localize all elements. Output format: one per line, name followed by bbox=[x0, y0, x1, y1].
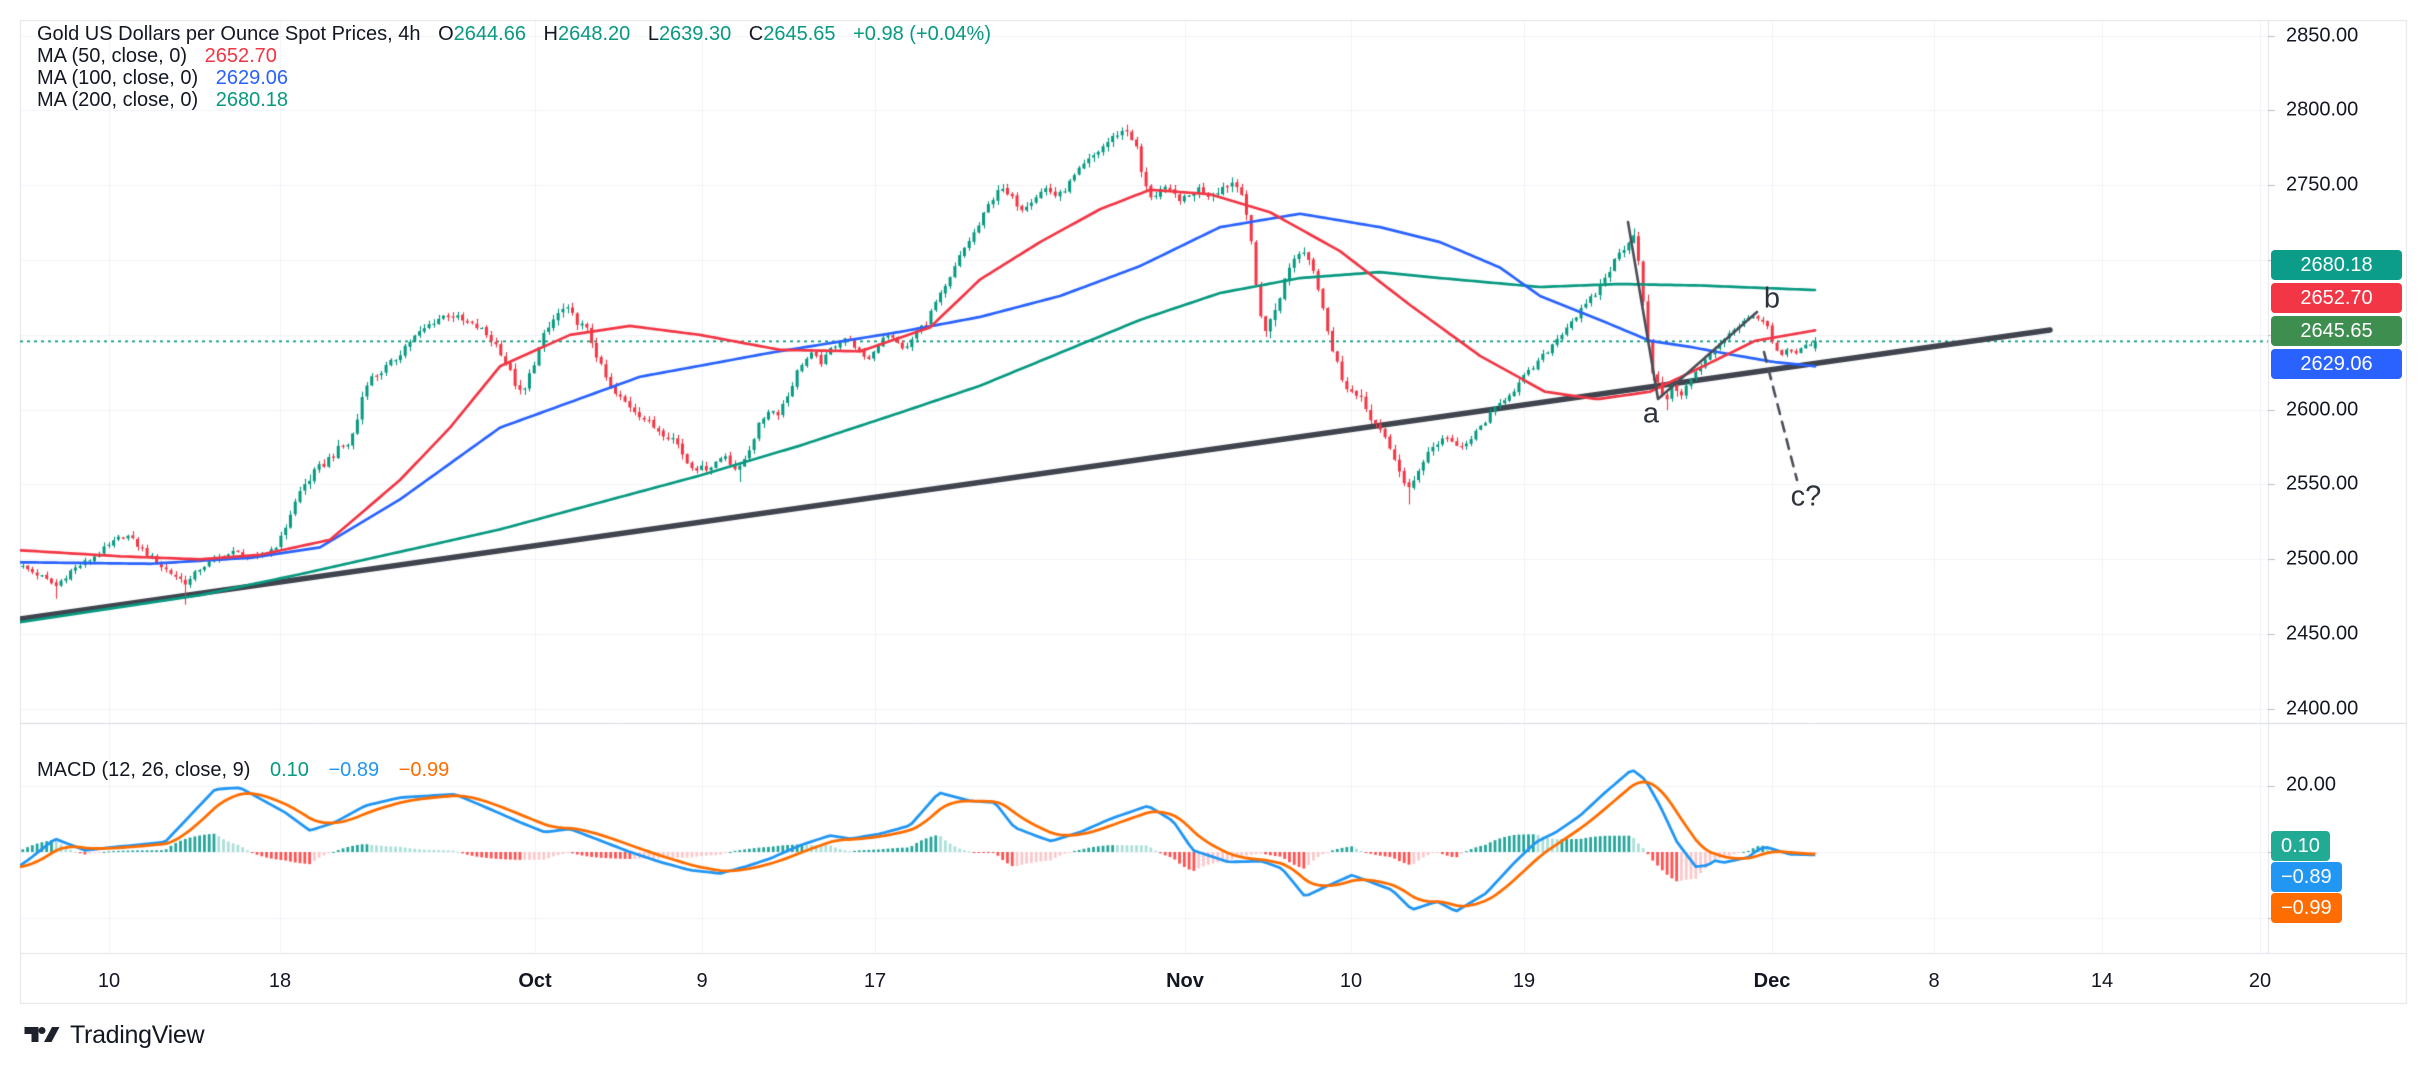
macd-signal-badge: −0.99 bbox=[2271, 893, 2342, 923]
ma100-badge: 2629.06 bbox=[2271, 349, 2402, 379]
time-axis-label: 20 bbox=[2248, 970, 2272, 992]
macd-signal-value: −0.99 bbox=[398, 759, 450, 781]
time-axis-label: 17 bbox=[863, 970, 887, 992]
time-axis-label: 10 bbox=[97, 970, 121, 992]
time-axis-label: Dec bbox=[1753, 970, 1791, 992]
open-value: 2644.66 bbox=[453, 23, 526, 45]
macd-line-badge: −0.89 bbox=[2271, 862, 2342, 892]
indicator-row-macd[interactable]: MACD (12, 26, close, 9) 0.10 −0.89 −0.99 bbox=[37, 759, 449, 782]
close-label: C bbox=[748, 23, 764, 45]
macd-hist-value: 0.10 bbox=[269, 759, 309, 781]
time-axis-label: 19 bbox=[1512, 970, 1536, 992]
tradingview-logo[interactable]: TradingView bbox=[24, 1021, 205, 1050]
ma100-value: 2629.06 bbox=[215, 67, 289, 89]
close-badge: 2645.65 bbox=[2271, 316, 2402, 346]
time-axis-label: 14 bbox=[2090, 970, 2114, 992]
price-axis-label: 2600.00 bbox=[2286, 398, 2359, 421]
macd-hist-badge: 0.10 bbox=[2271, 831, 2330, 861]
time-axis-label: 10 bbox=[1339, 970, 1363, 992]
price-axis-label: 2850.00 bbox=[2286, 24, 2359, 47]
open-label: O bbox=[438, 23, 454, 45]
high-label: H bbox=[543, 23, 558, 45]
indicator-row-ma100[interactable]: MA (100, close, 0) 2629.06 bbox=[37, 67, 991, 89]
symbol-row[interactable]: Gold US Dollars per Ounce Spot Prices, 4… bbox=[37, 23, 991, 45]
ma50-label: MA (50, close, 0) bbox=[37, 45, 188, 67]
time-axis-label: Nov bbox=[1166, 970, 1204, 992]
annotation-a: a bbox=[1642, 397, 1660, 430]
tradingview-logo-text: TradingView bbox=[70, 1021, 205, 1049]
macd-axis-label: 20.00 bbox=[2286, 773, 2337, 796]
annotation-c: c? bbox=[1790, 480, 1822, 513]
legend: Gold US Dollars per Ounce Spot Prices, 4… bbox=[37, 23, 991, 111]
price-axis-label: 2750.00 bbox=[2286, 173, 2359, 196]
time-axis-label: Oct bbox=[518, 970, 552, 992]
price-axis-label: 2450.00 bbox=[2286, 622, 2359, 645]
macd-line-value: −0.89 bbox=[328, 759, 380, 781]
symbol-title: Gold US Dollars per Ounce Spot Prices, 4… bbox=[37, 23, 421, 45]
high-value: 2648.20 bbox=[557, 23, 631, 45]
change-value: +0.98 (+0.04%) bbox=[853, 23, 991, 45]
price-axis-label: 2550.00 bbox=[2286, 472, 2359, 495]
ma200-value: 2680.18 bbox=[215, 89, 289, 111]
price-axis-label: 2800.00 bbox=[2286, 98, 2359, 121]
tradingview-logo-icon bbox=[24, 1026, 60, 1042]
low-value: 2639.30 bbox=[658, 23, 732, 45]
annotation-b: b bbox=[1763, 282, 1781, 315]
ma100-label: MA (100, close, 0) bbox=[37, 67, 199, 89]
time-axis-label: 18 bbox=[268, 970, 292, 992]
ma50-badge: 2652.70 bbox=[2271, 283, 2402, 313]
indicator-row-ma50[interactable]: MA (50, close, 0) 2652.70 bbox=[37, 45, 991, 67]
ma50-value: 2652.70 bbox=[204, 45, 277, 67]
time-axis-label: 9 bbox=[696, 970, 708, 992]
ma200-badge: 2680.18 bbox=[2271, 250, 2402, 280]
low-label: L bbox=[647, 23, 659, 45]
close-value: 2645.65 bbox=[763, 23, 836, 45]
price-axis-label: 2500.00 bbox=[2286, 547, 2359, 570]
time-axis-label: 8 bbox=[1928, 970, 1940, 992]
ma200-label: MA (200, close, 0) bbox=[37, 89, 199, 111]
price-axis-label: 2400.00 bbox=[2286, 697, 2359, 720]
indicator-row-ma200[interactable]: MA (200, close, 0) 2680.18 bbox=[37, 89, 991, 111]
macd-label: MACD (12, 26, close, 9) bbox=[37, 759, 251, 781]
